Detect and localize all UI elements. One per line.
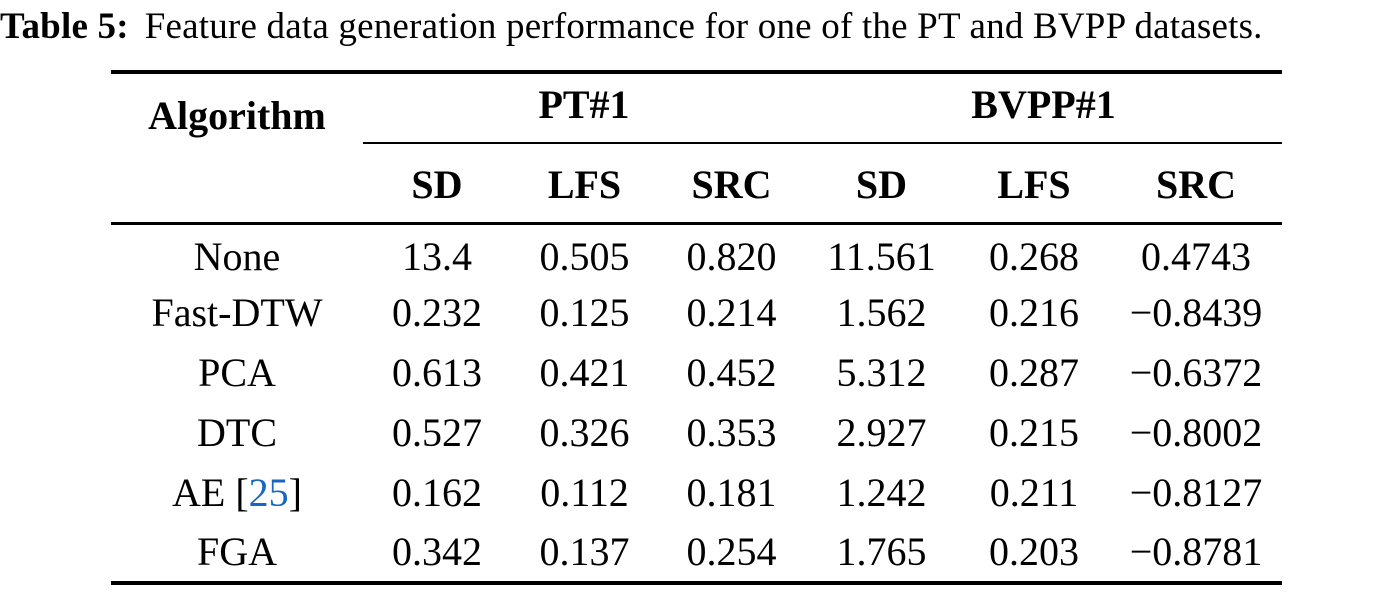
table-row: Fast-DTW 0.232 0.125 0.214 1.562 0.216 −0.8439: [111, 283, 1282, 343]
value-cell: 1.242: [836, 470, 927, 515]
column-subheader: SRC: [1110, 143, 1283, 225]
value-cell: 0.342: [392, 529, 482, 574]
column-subheader: SD: [363, 143, 511, 225]
value-cell: 0.232: [392, 290, 482, 335]
column-group-bvpp1: BVPP#1: [805, 72, 1283, 144]
algorithm-cell: AE [25]: [172, 470, 302, 515]
algorithm-name: PCA: [198, 350, 276, 395]
value-cell: 2.927: [836, 410, 927, 455]
table-row: DTC 0.527 0.326 0.353 2.927 0.215 −0.8002: [111, 403, 1282, 463]
column-subheader: LFS: [511, 143, 658, 225]
value-cell: 0.452: [686, 350, 777, 395]
algorithm-name: None: [193, 233, 281, 279]
subheader-row: SD LFS SRC SD LFS SRC: [111, 143, 1283, 225]
column-subheader: LFS: [958, 143, 1110, 225]
algorithm-name: AE: [172, 470, 226, 515]
table-row: PCA 0.613 0.421 0.452 5.312 0.287 −0.6372: [111, 343, 1282, 403]
value-cell: 0.268: [989, 233, 1079, 279]
results-table: Algorithm PT#1 BVPP#1 SD LFS SRC SD LFS SRC N…: [111, 70, 1283, 585]
column-subheader: SRC: [658, 143, 805, 225]
value-cell: 0.162: [392, 470, 482, 515]
value-cell: 1.765: [836, 529, 927, 574]
column-header-algorithm: Algorithm: [111, 72, 363, 225]
value-cell: 0.613: [392, 350, 482, 395]
value-cell: 0.421: [539, 350, 630, 395]
value-cell: 13.4: [402, 233, 472, 279]
value-cell: 0.326: [539, 410, 630, 455]
value-cell: 0.505: [539, 233, 630, 279]
value-cell: −0.6372: [1129, 350, 1263, 395]
group-header-row: Algorithm PT#1 BVPP#1: [111, 72, 1283, 225]
table-caption: Table 5: Feature data generation performa…: [0, 5, 1391, 48]
algorithm-name: Fast-DTW: [151, 290, 323, 335]
value-cell: 0.214: [686, 290, 777, 335]
value-cell: −0.8127: [1129, 470, 1263, 515]
value-cell: −0.8002: [1129, 410, 1263, 455]
table-body: None 13.4 0.505 0.820 11.561 0.268 0.4743 Fast-…: [111, 223, 1282, 583]
algorithm-name: DTC: [197, 410, 277, 455]
value-cell: 0.216: [989, 290, 1079, 335]
table-row: FGA 0.342 0.137 0.254 1.765 0.203 −0.8781: [111, 523, 1282, 583]
table-header: Algorithm PT#1 BVPP#1 SD LFS SRC SD LFS SRC: [111, 72, 1283, 225]
caption-text: Feature data generation performance for …: [144, 6, 1263, 47]
algorithm-cell: DTC: [111, 403, 363, 463]
table-row: None 13.4 0.505 0.820 11.561 0.268 0.4743: [111, 223, 1282, 283]
value-cell: 0.181: [686, 470, 777, 515]
value-cell: 0.254: [686, 529, 777, 574]
algorithm-cell: Fast-DTW: [111, 283, 363, 343]
value-cell: −0.8781: [1129, 529, 1263, 574]
value-cell: 0.137: [539, 529, 630, 574]
algorithm-cell: None: [111, 223, 363, 283]
column-group-pt1: PT#1: [363, 72, 805, 144]
value-cell: 0.112: [540, 470, 629, 515]
value-cell: 11.561: [827, 233, 936, 279]
value-cell: 0.203: [989, 529, 1079, 574]
value-cell: −0.8439: [1129, 290, 1263, 335]
column-subheader: SD: [805, 143, 958, 225]
caption-label: Table 5:: [0, 6, 129, 47]
algorithm-cell: FGA: [111, 523, 363, 583]
value-cell: 0.125: [539, 290, 630, 335]
value-cell: 5.312: [836, 350, 927, 395]
value-cell: 0.215: [989, 410, 1079, 455]
value-cell: 0.211: [989, 470, 1079, 515]
table-row: AE [25] 0.162 0.112 0.181 1.242 0.211 −0.8127: [111, 463, 1282, 523]
algorithm-cell: PCA: [111, 343, 363, 403]
value-cell: 0.353: [686, 410, 777, 455]
value-cell: 0.287: [989, 350, 1079, 395]
citation-link[interactable]: 25: [248, 470, 289, 515]
value-cell: 0.4743: [1141, 233, 1251, 279]
value-cell: 1.562: [836, 290, 927, 335]
value-cell: 0.820: [686, 233, 777, 279]
algorithm-name: FGA: [196, 529, 278, 574]
value-cell: 0.527: [392, 410, 482, 455]
